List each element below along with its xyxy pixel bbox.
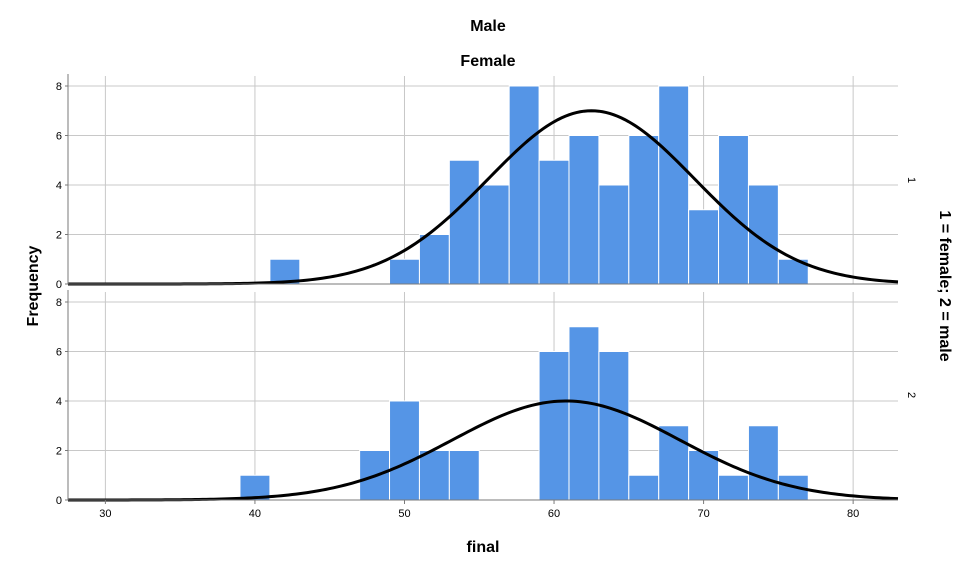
x-tick-label: 70 bbox=[697, 508, 709, 520]
x-tick-label: 50 bbox=[398, 508, 410, 520]
histogram-bar bbox=[389, 258, 420, 285]
histogram-bar bbox=[658, 85, 690, 285]
y-tick-label: 0 bbox=[56, 279, 62, 291]
x-axis-label: final bbox=[467, 539, 500, 556]
histogram-bar bbox=[628, 135, 660, 285]
histogram-bar bbox=[448, 159, 480, 285]
histogram-bar bbox=[538, 159, 570, 285]
x-tick-label: 40 bbox=[249, 508, 261, 520]
facet-value-1: 1 bbox=[905, 177, 917, 183]
histogram-bar bbox=[598, 351, 630, 501]
y-tick-label: 4 bbox=[56, 396, 62, 408]
chart-subtitle-female: Female bbox=[460, 53, 515, 70]
normal-curve bbox=[68, 399, 899, 502]
y-tick-label: 2 bbox=[56, 446, 62, 458]
histogram-bar bbox=[598, 184, 630, 285]
histogram-bar bbox=[688, 209, 720, 285]
y-tick-label: 6 bbox=[56, 131, 62, 143]
y-tick-label: 8 bbox=[56, 297, 62, 309]
histogram-bar bbox=[418, 450, 450, 501]
histogram-bar bbox=[508, 85, 540, 285]
x-tick-label: 30 bbox=[99, 508, 111, 520]
y-tick-label: 8 bbox=[56, 81, 62, 93]
y-tick-label: 4 bbox=[56, 180, 62, 192]
histogram-bar bbox=[747, 425, 779, 501]
facet-value-2: 2 bbox=[905, 392, 917, 398]
chart-title-male: Male bbox=[470, 18, 506, 35]
y-tick-label: 0 bbox=[56, 495, 62, 507]
histogram-bar bbox=[718, 135, 749, 285]
histogram-bar bbox=[628, 474, 660, 501]
panel-1: 0 2 4 6 8 bbox=[56, 74, 899, 291]
facet-axis-label: 1 = female; 2 = male bbox=[936, 210, 953, 361]
histogram-bar bbox=[568, 135, 600, 285]
histogram-bar bbox=[568, 326, 600, 501]
y-tick-label: 6 bbox=[56, 347, 62, 359]
x-tick-label: 60 bbox=[548, 508, 560, 520]
histogram-bar bbox=[389, 400, 420, 501]
histogram-bar bbox=[478, 184, 510, 285]
histogram-bar bbox=[448, 450, 480, 501]
x-tick-label: 80 bbox=[847, 508, 859, 520]
histogram-bar bbox=[718, 474, 749, 501]
y-axis-label: Frequency bbox=[25, 245, 42, 326]
histogram-bar bbox=[538, 351, 570, 501]
panel-2: 0 2 4 6 8 bbox=[56, 290, 899, 507]
histogram-bar bbox=[418, 234, 450, 285]
y-tick-label: 2 bbox=[56, 230, 62, 242]
